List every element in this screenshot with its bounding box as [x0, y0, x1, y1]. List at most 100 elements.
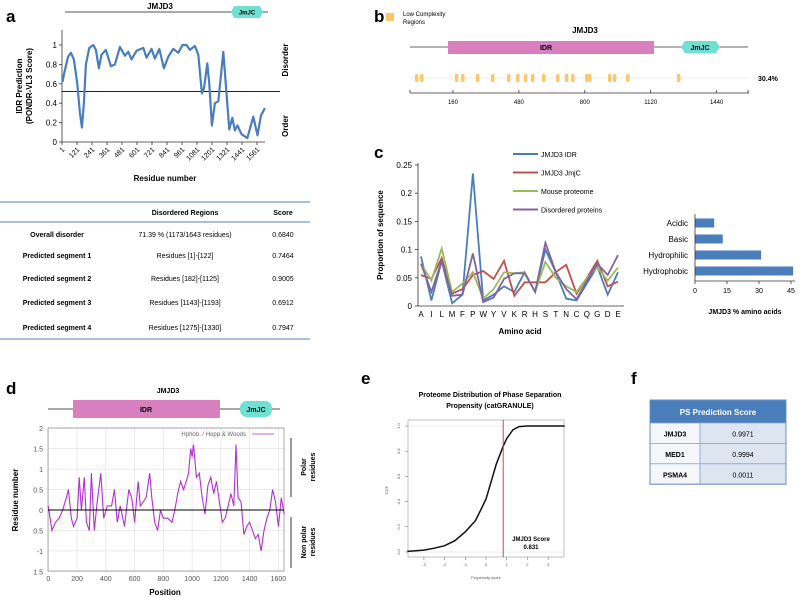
- x-tick-label: 2: [526, 562, 529, 567]
- x-tick-label: 841: [158, 146, 171, 159]
- row-label: Predicted segment 2: [23, 276, 92, 283]
- table-cell: 0.6912: [272, 300, 294, 307]
- lcr-segment: [420, 74, 424, 82]
- y-tick-label: 0.6: [396, 473, 401, 479]
- lcr-segment: [523, 74, 528, 82]
- jmjc-label: JmJC: [690, 45, 709, 52]
- legend-label: Hphob. / Hopp & Woods: [181, 432, 246, 438]
- table-cell: Residues [182]-[1125]: [151, 276, 219, 283]
- protein-title: JMJD3: [572, 26, 598, 35]
- table-cell: Residues [1]-[122]: [157, 253, 214, 260]
- x-tick-label: V: [501, 310, 507, 319]
- y-tick-label: 0.0: [396, 548, 401, 554]
- table-header-bg: [650, 400, 786, 423]
- panel-a-domain-map: JMJD3 JmJC: [65, 2, 268, 18]
- x-tick-label: 1201: [200, 146, 216, 162]
- y-tick-label: 0.2: [401, 189, 413, 198]
- lcr-legend-line1: Low Complexity: [403, 12, 445, 18]
- row-label: Overall disorder: [30, 232, 84, 239]
- table-header-cell: Score: [273, 210, 293, 217]
- x-tick-label: 800: [157, 576, 169, 583]
- x-tick-label: G: [594, 310, 600, 319]
- category-label: Basic: [668, 235, 688, 244]
- x-tick-label: C: [574, 310, 580, 319]
- x-tick-label: 1120: [644, 100, 658, 106]
- x-tick-label: 601: [128, 146, 141, 159]
- y-tick-label: 0.2: [396, 523, 401, 529]
- y-tick-label: 0: [39, 508, 43, 515]
- panel-d-domain-map: JMJD3 IDR JmJC: [48, 388, 280, 418]
- idr-label: IDR: [140, 407, 152, 414]
- series-line-disordered-proteins: [420, 239, 619, 304]
- cdf-curve: [407, 425, 565, 553]
- y-tick-label: 0.8: [46, 60, 58, 69]
- y-tick-label: 1: [39, 467, 43, 474]
- series-line-jmjd3-idr: [420, 173, 619, 305]
- x-tick-label: Y: [491, 310, 497, 319]
- category-label: Acidic: [667, 219, 688, 228]
- x-tick-label: 600: [129, 576, 141, 583]
- x-tick-label: 1441: [230, 146, 246, 162]
- x-tick-label: Q: [584, 310, 590, 319]
- lcr-segment: [490, 74, 495, 82]
- lcr-segment: [454, 74, 459, 82]
- x-tick-label: 1600: [271, 576, 287, 583]
- y-tick-label: -1: [37, 549, 43, 556]
- x-tick-label: D: [605, 310, 611, 319]
- panel-label-d: d: [6, 379, 16, 398]
- x-tick-label: 1200: [213, 576, 229, 583]
- x-tick-label: L: [440, 310, 445, 319]
- y-tick-label: 1: [53, 41, 58, 50]
- x-tick-label: P: [470, 310, 475, 319]
- x-tick-label: -2: [443, 562, 447, 567]
- protein-name: PSMA4: [663, 472, 687, 479]
- ps-score: 0.9971: [732, 432, 754, 439]
- lcr-segment: [461, 74, 465, 82]
- ps-score: 0.0011: [733, 472, 754, 479]
- lcr-segment: [542, 74, 546, 82]
- x-tick-label: 721: [143, 146, 156, 159]
- legend-label: Mouse proteome: [541, 189, 594, 196]
- panel-label-b: b: [374, 7, 384, 26]
- protein-title: JMJD3: [147, 2, 173, 11]
- x-tick-label: I: [430, 310, 432, 319]
- table-cell: 0.6840: [272, 232, 294, 239]
- bar-hydrophilic: [695, 250, 762, 260]
- y-axis-label-line2: (PONDR-VL3 Score): [25, 48, 34, 124]
- jmjc-domain: [231, 6, 263, 18]
- protein-name: MED1: [665, 452, 685, 459]
- lcr-segment: [626, 74, 630, 82]
- y-tick-label: 1.0: [396, 422, 401, 428]
- panel-f-ps-score-table: PS Prediction Score JMJD3 0.9971 MED1 0.9994…: [649, 399, 787, 485]
- x-tick-label: A: [418, 310, 424, 319]
- x-axis-label: Propensity score: [471, 575, 502, 580]
- plot-frame: [47, 427, 285, 572]
- x-axis-label: Position: [149, 588, 181, 597]
- y-axis-label: Residue number: [11, 469, 20, 532]
- panel-d-hydropathy-chart: 21.510.500.5-11.50 200 400 600 800 1000 1200 14…: [11, 426, 317, 597]
- row-label: Predicted segment 1: [23, 253, 92, 260]
- panel-b-lcr-map: Low Complexity Regions JMJD3 IDR JmJC 30…: [386, 12, 779, 106]
- panel-label-e: e: [361, 369, 370, 388]
- lcr-segment: [556, 74, 560, 82]
- panel-c-amino-class-bar-chart: Acidic Basic Hydrophilic Hydrophobic 0 15 30 45…: [643, 214, 795, 316]
- y-tick-label: 0.25: [396, 161, 412, 170]
- table-cell: Residues [1143]-[1193]: [149, 300, 220, 307]
- ps-score: 0.9994: [732, 452, 754, 459]
- y-axis-label-line1: IDR Prediction: [15, 58, 24, 113]
- marker-value: 0.831: [523, 545, 539, 551]
- x-tick-label: N: [563, 310, 569, 319]
- panel-e-cdf-chart: Proteome Distribution of Phase Separatio…: [384, 392, 565, 580]
- y-tick-label: 0.5: [33, 488, 43, 495]
- bar-hydrophobic: [695, 266, 794, 276]
- row-label: Predicted segment 3: [23, 300, 92, 307]
- panel-label-c: c: [374, 143, 383, 162]
- idr-domain: [448, 41, 654, 54]
- x-tick-label: 1321: [215, 146, 231, 162]
- x-tick-label: K: [512, 310, 518, 319]
- x-tick-label: 0: [46, 576, 50, 583]
- x-tick-label: 1081: [185, 146, 201, 162]
- x-tick-label: 3: [547, 562, 550, 567]
- y-tick-label: 0.8: [396, 448, 401, 454]
- bar-basic: [695, 234, 723, 244]
